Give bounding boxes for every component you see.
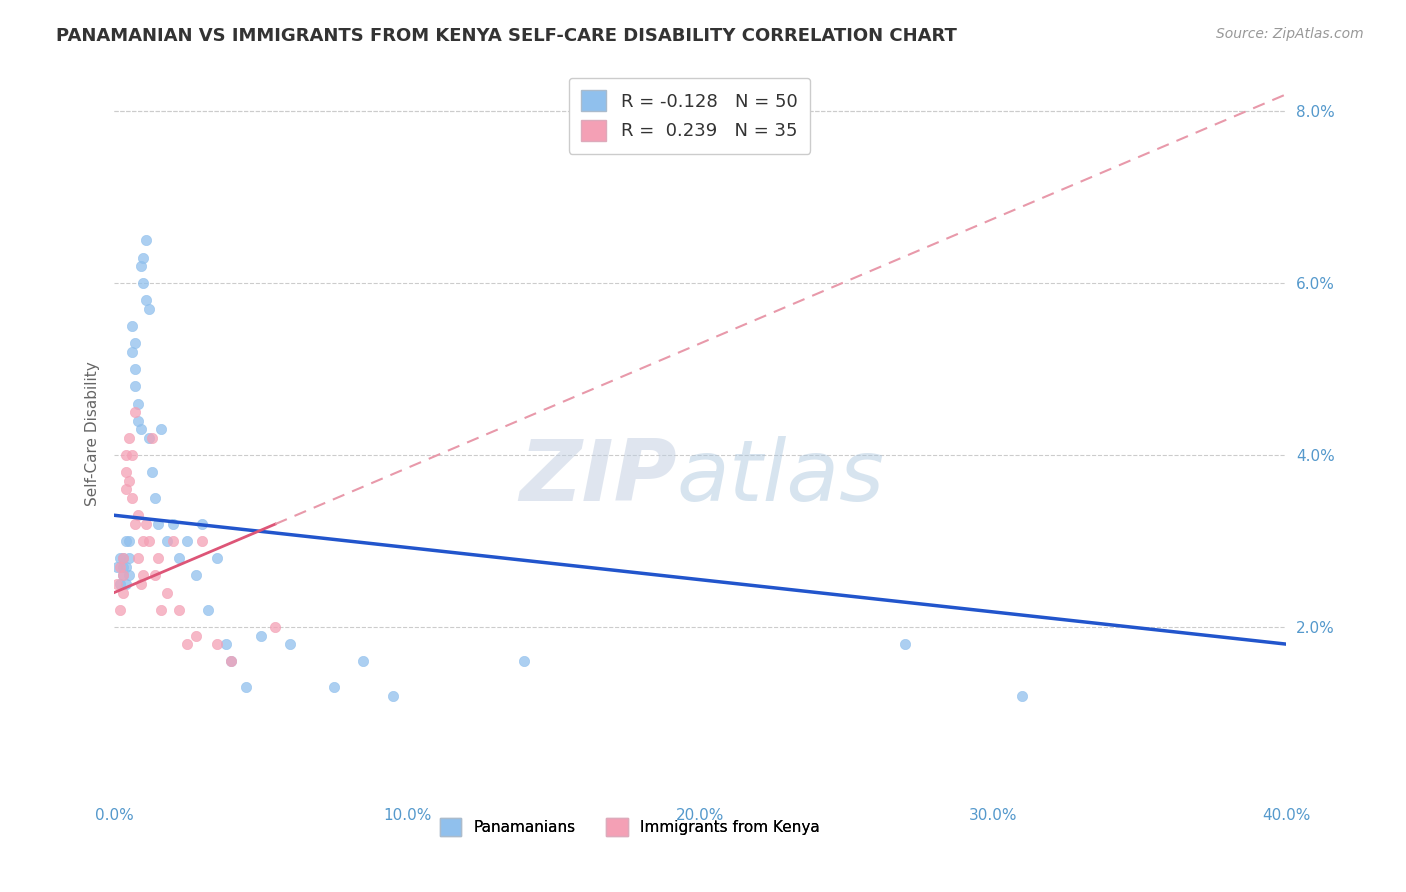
Point — [235, 680, 257, 694]
Point — [138, 301, 160, 316]
Point — [115, 534, 138, 549]
Point — [127, 414, 149, 428]
Text: atlas: atlas — [676, 436, 884, 519]
Point — [118, 534, 141, 549]
Point — [105, 559, 128, 574]
Point — [1011, 689, 1033, 703]
Point — [121, 319, 143, 334]
Point — [108, 577, 131, 591]
Point — [176, 534, 198, 549]
Point — [135, 516, 157, 531]
Point — [278, 637, 301, 651]
Point — [894, 637, 917, 651]
Point — [162, 534, 184, 549]
Point — [124, 362, 146, 376]
Point — [118, 568, 141, 582]
Point — [111, 559, 134, 574]
Point — [150, 603, 173, 617]
Point — [111, 568, 134, 582]
Point — [132, 277, 155, 291]
Point — [381, 689, 404, 703]
Point — [118, 551, 141, 566]
Point — [167, 551, 190, 566]
Point — [118, 474, 141, 488]
Point — [162, 516, 184, 531]
Point — [135, 293, 157, 308]
Legend: Panamanians, Immigrants from Kenya: Panamanians, Immigrants from Kenya — [434, 813, 825, 842]
Point — [127, 508, 149, 523]
Text: ZIP: ZIP — [519, 436, 676, 519]
Y-axis label: Self-Care Disability: Self-Care Disability — [86, 361, 100, 506]
Point — [118, 431, 141, 445]
Point — [156, 534, 179, 549]
Point — [111, 551, 134, 566]
Point — [115, 577, 138, 591]
Point — [127, 551, 149, 566]
Point — [141, 431, 163, 445]
Point — [129, 422, 152, 436]
Point — [150, 422, 173, 436]
Point — [124, 379, 146, 393]
Point — [146, 551, 169, 566]
Point — [115, 448, 138, 462]
Point — [121, 448, 143, 462]
Point — [167, 603, 190, 617]
Point — [146, 516, 169, 531]
Point — [186, 628, 208, 642]
Point — [108, 559, 131, 574]
Point — [124, 405, 146, 419]
Point — [132, 568, 155, 582]
Point — [138, 534, 160, 549]
Point — [143, 568, 166, 582]
Point — [186, 568, 208, 582]
Point — [124, 336, 146, 351]
Point — [129, 259, 152, 273]
Point — [191, 516, 214, 531]
Point — [156, 585, 179, 599]
Point — [111, 585, 134, 599]
Point — [121, 491, 143, 505]
Point — [111, 568, 134, 582]
Point — [115, 465, 138, 479]
Point — [197, 603, 219, 617]
Point — [105, 577, 128, 591]
Point — [132, 534, 155, 549]
Point — [221, 654, 243, 668]
Point — [108, 551, 131, 566]
Point — [513, 654, 536, 668]
Text: PANAMANIAN VS IMMIGRANTS FROM KENYA SELF-CARE DISABILITY CORRELATION CHART: PANAMANIAN VS IMMIGRANTS FROM KENYA SELF… — [56, 27, 957, 45]
Point — [205, 551, 228, 566]
Point — [264, 620, 287, 634]
Point — [111, 551, 134, 566]
Point — [124, 516, 146, 531]
Point — [115, 483, 138, 497]
Point — [176, 637, 198, 651]
Point — [205, 637, 228, 651]
Point — [108, 603, 131, 617]
Point — [138, 431, 160, 445]
Point — [129, 577, 152, 591]
Point — [143, 491, 166, 505]
Point — [323, 680, 346, 694]
Point — [135, 233, 157, 247]
Point — [132, 251, 155, 265]
Point — [121, 345, 143, 359]
Text: Source: ZipAtlas.com: Source: ZipAtlas.com — [1216, 27, 1364, 41]
Point — [191, 534, 214, 549]
Point — [221, 654, 243, 668]
Point — [115, 559, 138, 574]
Point — [214, 637, 236, 651]
Point — [352, 654, 374, 668]
Point — [127, 396, 149, 410]
Point — [141, 465, 163, 479]
Point — [249, 628, 271, 642]
